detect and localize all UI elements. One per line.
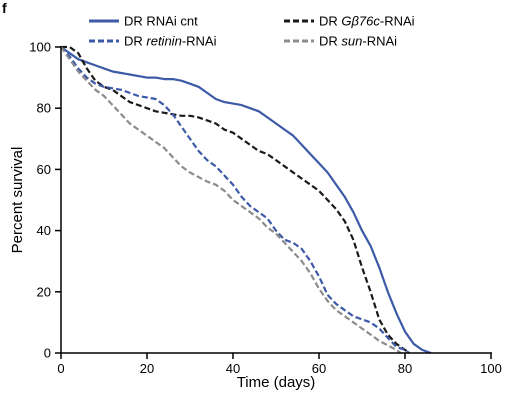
axes: 0 20 40 60 80 100 0 20 40 60 80 100 — [29, 40, 502, 377]
y-tick-label: 80 — [37, 101, 51, 116]
x-tick-label: 40 — [226, 361, 240, 376]
x-tick-label: 60 — [312, 361, 326, 376]
legend-label-retinin-rnai: DR retinin-RNAi — [124, 34, 217, 49]
y-ticks: 0 20 40 60 80 100 — [29, 40, 61, 361]
legend-label-gbeta76c-rnai: DR Gβ76c-RNAi — [319, 14, 415, 29]
plot-area: 0 20 40 60 80 100 0 20 40 60 80 100 Time (days) Pe… — [9, 40, 502, 392]
x-tick-label: 80 — [398, 361, 412, 376]
legend-label-rnai-cnt: DR RNAi cnt — [124, 14, 198, 29]
y-tick-label: 60 — [37, 162, 51, 177]
x-axis-title: Time (days) — [237, 374, 316, 391]
x-ticks: 0 20 40 60 80 100 — [57, 353, 502, 376]
x-tick-label: 20 — [140, 361, 154, 376]
y-tick-label: 0 — [44, 346, 51, 361]
series-line-gbeta76c-rnai — [61, 45, 410, 354]
legend: DR RNAi cnt DR Gβ76c-RNAi DR retinin-RNAi D… — [89, 14, 415, 49]
panel-letter: f — [2, 0, 7, 16]
series-line-rnai-cnt — [60, 46, 432, 355]
y-tick-label: 20 — [37, 284, 51, 299]
series-line-sun-rnai — [60, 46, 402, 354]
x-tick-label: 100 — [480, 361, 502, 376]
x-tick-label: 0 — [57, 361, 64, 376]
y-tick-label: 40 — [37, 223, 51, 238]
y-tick-label: 100 — [29, 40, 51, 55]
series-layer — [60, 45, 432, 355]
y-axis-title: Percent survival — [9, 147, 26, 254]
legend-label-sun-rnai: DR sun-RNAi — [319, 34, 397, 49]
series-line-retinin-rnai — [60, 46, 410, 354]
